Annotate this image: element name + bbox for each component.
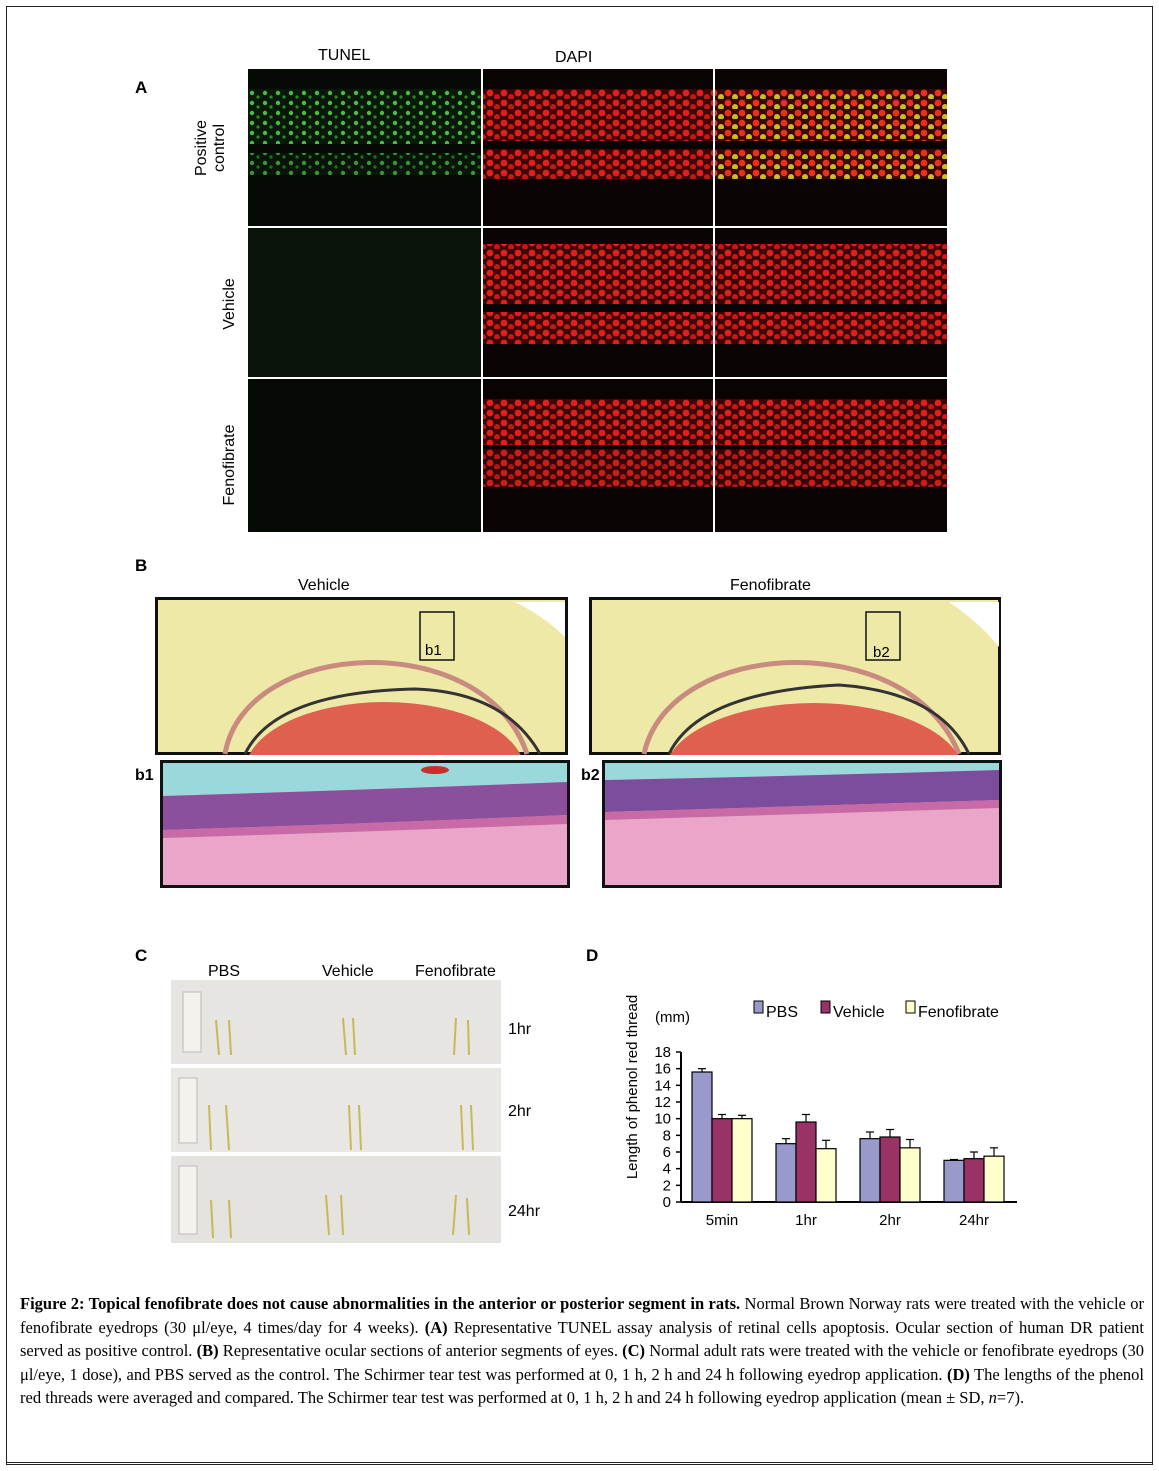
column-label-tunel: TUNEL	[318, 47, 371, 64]
y-tick-label: 16	[654, 1061, 671, 1078]
panel-a-letter: A	[135, 78, 148, 97]
caption-ref-c: (C)	[622, 1341, 646, 1361]
panel-c-col-pbs: PBS	[208, 963, 241, 980]
panel-c-col-vehicle: Vehicle	[322, 963, 374, 980]
caption-sentence-5: The lengths of the phenol red threads we…	[20, 1364, 1145, 1408]
box-label-b2: b2	[873, 644, 890, 661]
photo-24hr	[171, 1156, 501, 1243]
panel-c-letter: C	[135, 946, 148, 965]
row-label-fenofibrate: Fenofibrate	[221, 424, 238, 506]
page-frame	[6, 6, 1153, 1465]
bar-pbs-5min	[691, 1071, 713, 1203]
caption-ref-d: (D)	[947, 1364, 970, 1384]
page-bottom-rule	[6, 1462, 1153, 1463]
y-tick-label: 0	[663, 1194, 671, 1211]
chart-ylabel: Length of phenol red thread	[624, 995, 641, 1179]
column-label-dapi: DAPI	[555, 49, 593, 66]
legend-swatch-pbs	[753, 1000, 764, 1014]
bar-fenofibrate-1hr	[815, 1148, 837, 1203]
panel-d-letter: D	[586, 946, 599, 965]
y-tick-label: 18	[654, 1044, 671, 1061]
caption-sentence-3: Representative ocular sections of anteri…	[218, 1341, 623, 1361]
histology-fenofibrate-overview	[589, 597, 1001, 755]
figure-caption: Figure 2: Topical fenofibrate does not c…	[20, 1292, 1144, 1410]
panel-c-col-fenofibrate: Fenofibrate	[415, 963, 496, 980]
chart-unit: (mm)	[655, 1009, 690, 1026]
time-label-2hr: 2hr	[508, 1103, 532, 1120]
row-label-vehicle: Vehicle	[221, 278, 238, 330]
y-tick-label: 6	[663, 1144, 671, 1161]
x-tick-label: 2hr	[879, 1212, 901, 1229]
photo-2hr	[171, 1068, 501, 1152]
bar-vehicle-5min	[711, 1118, 733, 1203]
box-label-b1: b1	[425, 642, 442, 659]
bar-pbs-1hr	[775, 1143, 797, 1203]
time-label-1hr: 1hr	[508, 1021, 532, 1038]
caption-sentence-2: Representative TUNEL assay analysis of r…	[20, 1317, 1144, 1361]
y-tick-label: 12	[654, 1094, 671, 1111]
y-tick-label: 4	[663, 1161, 671, 1178]
tunel-dapi-micrograph-grid	[248, 69, 947, 532]
histology-b2-zoom	[602, 760, 1002, 888]
micro-tunel-fenofibrate	[248, 379, 481, 532]
photo-1hr	[171, 980, 501, 1064]
panel-b-title-fenofibrate: Fenofibrate	[730, 577, 811, 594]
y-tick-label: 8	[663, 1127, 671, 1144]
x-tick-label: 5min	[706, 1212, 739, 1229]
caption-ref-a: (A)	[424, 1317, 448, 1337]
bar-fenofibrate-24hr	[983, 1155, 1005, 1203]
panel-b-letter: B	[135, 556, 148, 575]
bar-vehicle-2hr	[879, 1136, 901, 1203]
bar-fenofibrate-5min	[731, 1118, 753, 1203]
y-tick-label: 10	[654, 1111, 671, 1128]
sub-label-b2: b2	[581, 767, 600, 784]
bar-vehicle-1hr	[795, 1121, 817, 1203]
caption-sentence-6: =7).	[996, 1388, 1025, 1408]
schirmer-strip-photos	[171, 980, 501, 1243]
legend-label-vehicle: Vehicle	[833, 1004, 885, 1021]
y-tick-label: 14	[654, 1077, 671, 1094]
caption-title: Figure 2: Topical fenofibrate does not c…	[20, 1294, 741, 1313]
legend-label-pbs: PBS	[766, 1004, 798, 1021]
histology-b1-zoom	[160, 760, 570, 888]
bar-fenofibrate-2hr	[899, 1147, 921, 1203]
bar-pbs-2hr	[859, 1138, 881, 1203]
x-tick-label: 24hr	[959, 1212, 989, 1229]
legend-label-fenofibrate: Fenofibrate	[918, 1004, 999, 1021]
caption-sentence-1: Normal Brown Norway rats were treated wi…	[20, 1294, 1144, 1337]
bar-pbs-24hr	[943, 1159, 965, 1203]
legend-swatch-fenofibrate	[905, 1000, 916, 1014]
y-tick-label: 2	[663, 1177, 671, 1194]
panel-b-title-vehicle: Vehicle	[298, 577, 350, 594]
micro-tunel-vehicle	[248, 228, 481, 377]
bar-vehicle-24hr	[963, 1158, 985, 1203]
bar-chart-phenol-red-thread: Length of phenol red thread (mm) PBS Vehi…	[624, 995, 1017, 1229]
caption-n: n	[988, 1388, 997, 1408]
legend-swatch-vehicle	[820, 1000, 831, 1014]
caption-ref-b: (B)	[196, 1341, 219, 1361]
time-label-24hr: 24hr	[508, 1203, 541, 1220]
row-label-positive-control: Positive control	[193, 119, 228, 177]
x-tick-label: 1hr	[795, 1212, 817, 1229]
histology-vehicle-overview	[155, 597, 568, 755]
sub-label-b1: b1	[135, 767, 154, 784]
caption-sentence-4: Normal adult rats were treated with the …	[20, 1341, 1144, 1384]
